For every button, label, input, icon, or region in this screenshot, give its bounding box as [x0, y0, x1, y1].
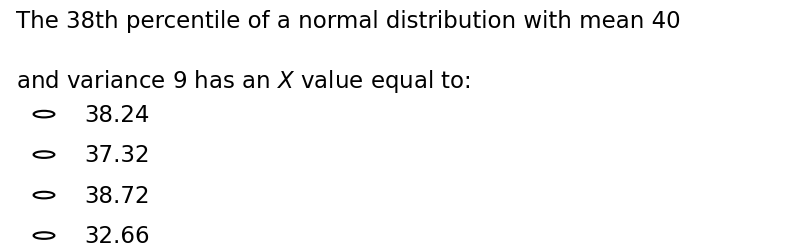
Text: 38.72: 38.72 — [84, 184, 150, 207]
Text: The 38th percentile of a normal distribution with mean 40: The 38th percentile of a normal distribu… — [16, 10, 681, 33]
Text: and variance 9 has an $\it{X}$ value equal to:: and variance 9 has an $\it{X}$ value equ… — [16, 68, 470, 95]
Text: 32.66: 32.66 — [84, 224, 150, 247]
Text: 37.32: 37.32 — [84, 144, 150, 166]
Text: 38.24: 38.24 — [84, 103, 150, 126]
